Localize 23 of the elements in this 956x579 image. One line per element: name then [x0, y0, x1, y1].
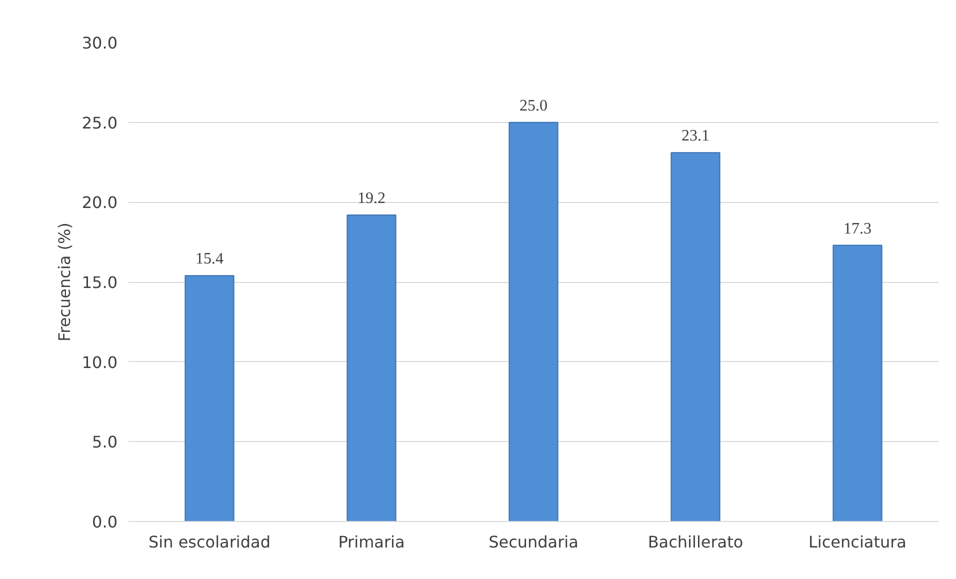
- data-label: 17.3: [844, 220, 872, 238]
- data-label: 25.0: [520, 97, 548, 114]
- y-tick-label: 30.0: [82, 34, 118, 52]
- data-label: 23.1: [682, 128, 710, 145]
- bar: [184, 275, 234, 522]
- data-label: 15.4: [196, 250, 224, 268]
- bar: [346, 214, 396, 522]
- y-tick-label: 15.0: [82, 273, 118, 292]
- y-tick-label: 10.0: [82, 352, 118, 372]
- x-tick-label: Primaria: [338, 532, 405, 552]
- bar: [832, 244, 882, 522]
- y-tick-label: 0.0: [92, 512, 118, 532]
- y-tick-label: 25.0: [82, 113, 118, 132]
- x-tick-label: Sin escolaridad: [148, 532, 270, 552]
- y-tick-label: 5.0: [92, 432, 118, 452]
- x-tick-label: Secundaria: [488, 532, 578, 552]
- bar: [670, 152, 720, 522]
- bar: [508, 122, 558, 522]
- data-label: 19.2: [358, 190, 386, 207]
- x-tick-label: Bachillerato: [648, 532, 744, 552]
- y-axis-title: Frecuencia (%): [54, 222, 74, 342]
- y-tick-label: 20.0: [82, 193, 118, 212]
- x-tick-label: Licenciatura: [808, 532, 906, 552]
